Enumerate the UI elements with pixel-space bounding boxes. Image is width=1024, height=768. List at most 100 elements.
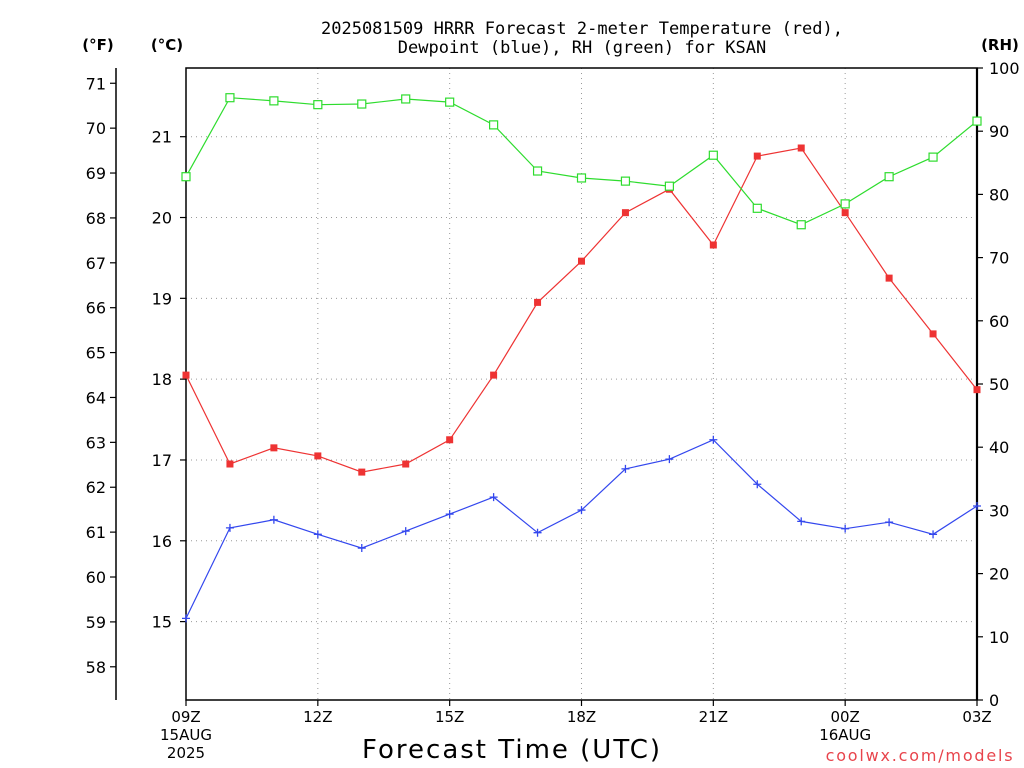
rh-point: [884, 172, 894, 182]
dewpoint-point: [929, 530, 938, 539]
series-layer: [181, 93, 982, 623]
fahrenheit-tick-label: 62: [86, 478, 106, 497]
temperature-point: [973, 386, 981, 394]
temperature-point: [226, 460, 234, 468]
x-tick-label: 03Z: [962, 708, 991, 726]
fahrenheit-tick-label: 68: [86, 209, 106, 228]
dewpoint-point: [445, 510, 454, 519]
dewpoint-point: [577, 506, 586, 515]
temperature-point: [358, 468, 366, 476]
dewpoint-point: [489, 493, 498, 502]
rh-point: [928, 152, 938, 162]
dewpoint-point: [533, 528, 542, 537]
dewpoint-point: [313, 530, 322, 539]
temperature-point: [402, 460, 410, 468]
temperature-point: [314, 452, 322, 460]
fahrenheit-tick-label: 65: [86, 344, 106, 363]
rh-point: [532, 166, 543, 176]
dewpoint-point: [182, 614, 190, 623]
fahrenheit-tick-label: 69: [86, 164, 106, 183]
x-tick-date-label: 16AUG: [819, 726, 871, 744]
dewpoint-point: [753, 480, 762, 489]
rh-tick-label: 50: [989, 375, 1009, 394]
temperature-point: [490, 371, 498, 379]
fahrenheit-tick-label: 63: [86, 433, 106, 452]
temperature-point: [446, 436, 454, 444]
rh-tick-label: 10: [989, 628, 1009, 647]
source-credit: coolwx.com/models: [826, 746, 1015, 765]
temperature-point: [709, 241, 717, 249]
celsius-tick-label: 16: [152, 532, 172, 551]
fahrenheit-tick-label: 60: [86, 568, 106, 587]
chart-title-line-2: Dewpoint (blue), RH (green) for KSAN: [398, 38, 766, 58]
celsius-tick-label: 20: [152, 209, 172, 228]
rh-point: [708, 150, 718, 160]
temperature-point: [841, 209, 849, 217]
rh-tick-label: 0: [989, 691, 999, 710]
fahrenheit-tick-label: 61: [86, 523, 106, 542]
dewpoint-point: [665, 455, 674, 464]
celsius-axis-label: (°C): [151, 36, 183, 54]
temperature-point: [270, 444, 278, 452]
x-tick-label: 00Z: [830, 708, 859, 726]
rh-tick-label: 90: [989, 122, 1009, 141]
rh-tick-label: 70: [989, 249, 1009, 268]
celsius-tick-label: 21: [152, 128, 172, 147]
temperature-point: [621, 209, 629, 217]
grid-layer: [186, 68, 977, 700]
dewpoint-point: [709, 435, 718, 444]
celsius-tick-label: 18: [152, 370, 172, 389]
dewpoint-point: [797, 517, 806, 526]
rh-point: [313, 100, 323, 110]
temperature-point: [929, 330, 937, 338]
rh-tick-label: 30: [989, 501, 1009, 520]
rh-tick-label: 60: [989, 312, 1009, 331]
x-tick-label: 18Z: [567, 708, 596, 726]
fahrenheit-axis-label: (°F): [82, 36, 113, 54]
rh-point: [752, 203, 762, 213]
rh-point: [664, 181, 674, 191]
x-tick-label: 12Z: [303, 708, 332, 726]
temperature-point: [753, 152, 761, 160]
axes-layer: 58 59 60 61 62 63 64 65 66 67 68 69 70 71 15 16 17 18 19 20…: [86, 59, 1020, 762]
dewpoint-line: [185, 439, 978, 619]
labels-layer: 2025081509 HRRR Forecast 2-meter Tempera…: [82, 19, 1019, 765]
celsius-tick-label: 15: [152, 613, 172, 632]
fahrenheit-tick-label: 59: [86, 613, 106, 632]
rh-point: [269, 96, 279, 106]
rh-tick-label: 80: [989, 185, 1009, 204]
temperature-point: [885, 274, 893, 282]
fahrenheit-tick-label: 71: [86, 74, 106, 93]
x-tick-year-label: 2025: [167, 744, 205, 762]
x-tick-label: 21Z: [699, 708, 728, 726]
rh-point: [401, 94, 411, 104]
dewpoint-point: [225, 523, 234, 532]
rh-point: [489, 120, 499, 130]
rh-point: [840, 199, 850, 209]
dewpoint-point: [841, 524, 850, 533]
dewpoint-point: [885, 518, 894, 527]
celsius-tick-label: 19: [152, 289, 172, 308]
rh-tick-label: 40: [989, 438, 1009, 457]
x-axis-title: Forecast Time (UTC): [362, 735, 662, 765]
temperature-point: [578, 257, 585, 265]
temperature-point: [534, 298, 542, 306]
fahrenheit-tick-label: 58: [86, 658, 106, 677]
rh-axis-label: (RH): [981, 36, 1019, 54]
rh-point: [576, 173, 587, 183]
chart-title: 2025081509 HRRR Forecast 2-meter Tempera…: [321, 19, 843, 39]
x-tick-label: 15Z: [435, 708, 464, 726]
rh-point: [357, 99, 367, 109]
fahrenheit-tick-label: 70: [86, 119, 106, 138]
fahrenheit-tick-label: 67: [86, 254, 106, 273]
dewpoint-point: [621, 464, 630, 473]
rh-tick-label: 100: [989, 59, 1020, 78]
rh-point: [181, 172, 191, 182]
fahrenheit-tick-label: 66: [86, 299, 106, 318]
temperature-point: [797, 144, 805, 152]
dewpoint-point: [973, 502, 981, 511]
rh-point: [796, 220, 806, 230]
rh-point: [972, 116, 982, 126]
